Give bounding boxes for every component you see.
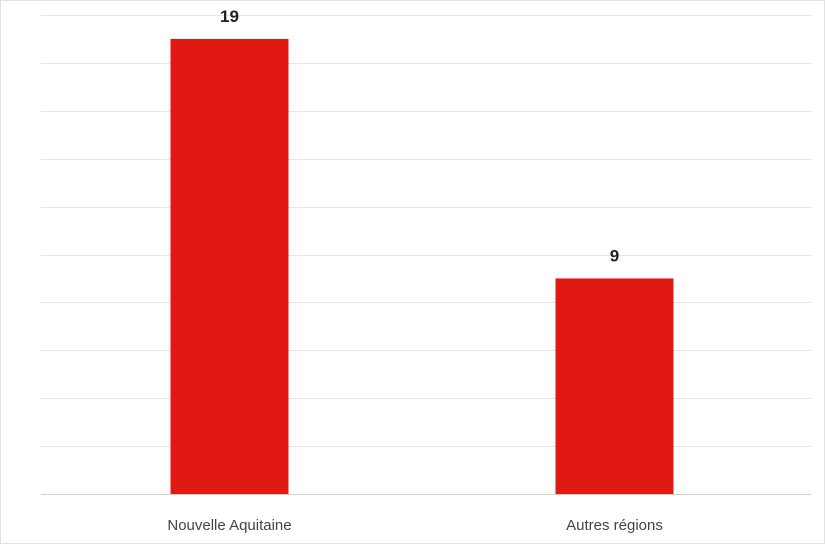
category-label-1: Nouvelle Aquitaine [167, 517, 291, 534]
data-label-2: 9 [610, 246, 619, 265]
data-label-1: 19 [220, 7, 239, 26]
bars [170, 38, 674, 494]
gridlines [41, 15, 811, 495]
category-label-2: Autres régions [566, 517, 663, 534]
category-labels: Nouvelle Aquitaine Autres régions [167, 517, 662, 534]
data-labels: 19 9 [220, 7, 619, 266]
bar-2 [555, 278, 674, 494]
bar-1 [170, 38, 289, 494]
